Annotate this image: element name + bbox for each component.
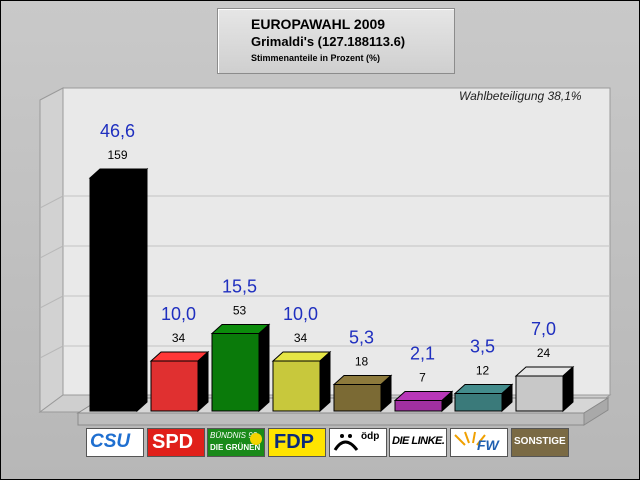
vote-count-label: 7 — [419, 371, 426, 385]
logo-fw-text: FW — [477, 437, 499, 453]
gridline-side — [39, 245, 64, 259]
logo-linke: DIE LINKE. — [389, 428, 447, 457]
percent-label: 15,5 — [222, 277, 257, 297]
logo-spd: SPD — [147, 428, 205, 457]
side-wall — [39, 87, 64, 413]
bar-front — [454, 393, 503, 412]
percent-label: 3,5 — [470, 337, 495, 357]
logo-sonstige-text: SONSTIGE — [514, 436, 566, 447]
vote-count-label: 12 — [476, 364, 490, 378]
bars-group — [88, 167, 575, 413]
bar-front — [89, 177, 138, 412]
percent-label: 5,3 — [349, 328, 374, 348]
bar-side — [562, 365, 574, 413]
base-front — [77, 412, 585, 426]
bar-side — [380, 374, 392, 413]
logo-fw: FW — [450, 428, 508, 457]
bar — [514, 365, 575, 413]
gridline-side — [39, 345, 64, 359]
bar-side — [501, 383, 513, 413]
bar — [210, 323, 271, 413]
gridline-side — [39, 195, 64, 209]
bar-side — [441, 390, 453, 413]
vote-count-label: 34 — [172, 331, 186, 345]
turnout-label: Wahlbeteiligung 38,1% — [459, 89, 582, 103]
logo-oedp: ödp — [329, 428, 387, 457]
vote-count-label: 34 — [294, 331, 308, 345]
fw-sun-icon — [454, 431, 486, 446]
bar — [149, 350, 210, 413]
vote-count-label: 53 — [233, 304, 247, 318]
bar-side — [197, 350, 209, 413]
logo-csu-text: CSU — [90, 431, 131, 452]
bar — [271, 350, 332, 413]
logo-sonstige: SONSTIGE — [511, 428, 569, 457]
logo-gruene-bottom: DIE GRÜNEN — [210, 443, 261, 452]
logo-linke-text: DIE LINKE. — [392, 435, 445, 447]
bar-front — [333, 384, 382, 412]
oedp-face-icon — [333, 434, 359, 451]
percent-label: 2,1 — [410, 344, 435, 364]
percent-label: 10,0 — [161, 304, 196, 324]
chart-subtitle: Grimaldi's (127.188113.6) — [251, 34, 406, 49]
base-side — [583, 397, 609, 426]
bar — [393, 390, 454, 413]
percent-label: 46,6 — [100, 121, 135, 141]
gridlines — [39, 195, 610, 359]
sunflower-icon — [250, 433, 262, 445]
bar-side — [136, 167, 148, 413]
bar-front — [394, 400, 443, 412]
logo-spd-text: SPD — [152, 431, 194, 453]
bar-front — [272, 360, 321, 412]
title-box: EUROPAWAHL 2009 Grimaldi's (127.188113.6… — [217, 8, 455, 74]
percent-label: 10,0 — [283, 304, 318, 324]
bar-front — [515, 375, 564, 412]
logo-gruene: BÜNDNIS 90 DIE GRÜNEN — [207, 428, 265, 457]
chart-title: EUROPAWAHL 2009 — [251, 16, 386, 32]
vote-count-label: 24 — [537, 346, 551, 360]
logo-gruene-top: BÜNDNIS 90 — [210, 431, 258, 440]
chart-caption: Stimmenanteile in Prozent (%) — [251, 53, 381, 63]
labels-group: 159 46,6 34 10,0 53 15,5 34 10,0 18 5,3 7 2,1 12 3,5 2… — [100, 121, 556, 385]
bar — [88, 167, 149, 413]
bar-front — [150, 360, 199, 412]
logo-fdp-text: FDP — [274, 431, 314, 453]
logo-oedp-text: ödp — [361, 431, 380, 442]
bar-side — [258, 323, 270, 413]
gridline-side — [39, 295, 64, 309]
logo-fdp: FDP — [268, 428, 326, 457]
vote-count-label: 18 — [355, 355, 369, 369]
bar-front — [211, 333, 260, 412]
vote-count-label: 159 — [107, 148, 127, 162]
percent-label: 7,0 — [531, 319, 556, 339]
bar — [453, 383, 514, 413]
bar-side — [319, 350, 331, 413]
bar — [332, 374, 393, 413]
logo-csu: CSU — [86, 428, 144, 457]
